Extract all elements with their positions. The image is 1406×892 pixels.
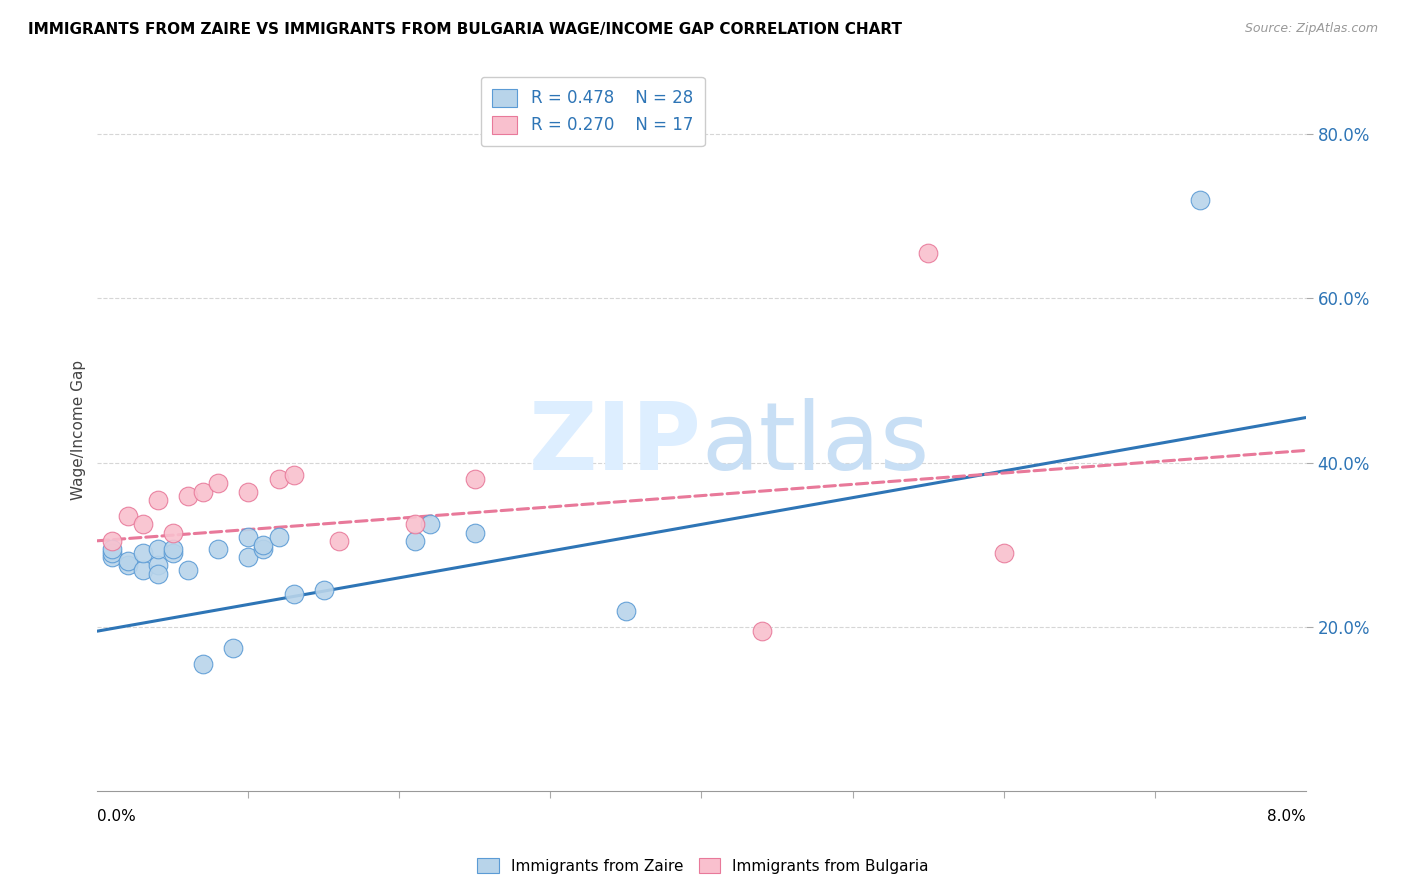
Point [131, 546, 153, 560]
Point [464, 525, 486, 540]
Point [131, 563, 153, 577]
Point [464, 472, 486, 486]
Legend: R = 0.478    N = 28, R = 0.270    N = 17: R = 0.478 N = 28, R = 0.270 N = 17 [481, 77, 704, 146]
Point [751, 624, 773, 639]
Text: 0.0%: 0.0% [97, 809, 136, 824]
Point [312, 583, 335, 598]
Point [238, 550, 260, 565]
Point [252, 541, 274, 556]
Text: ZIP: ZIP [529, 399, 702, 491]
Point [207, 476, 229, 491]
Point [993, 546, 1015, 560]
Point [177, 563, 200, 577]
Point [419, 517, 441, 532]
Point [404, 517, 426, 532]
Point [328, 533, 350, 548]
Point [177, 489, 200, 503]
Point [404, 533, 426, 548]
Text: atlas: atlas [702, 399, 929, 491]
Point [146, 541, 169, 556]
Point [191, 657, 214, 671]
Y-axis label: Wage/Income Gap: Wage/Income Gap [72, 359, 86, 500]
Point [283, 468, 305, 483]
Point [267, 530, 290, 544]
Point [1188, 193, 1211, 207]
Point [222, 640, 245, 655]
Point [101, 533, 124, 548]
Point [162, 525, 184, 540]
Point [117, 558, 139, 573]
Point [238, 530, 260, 544]
Point [207, 541, 229, 556]
Point [146, 492, 169, 507]
Point [238, 484, 260, 499]
Point [131, 517, 153, 532]
Point [283, 587, 305, 601]
Text: Source: ZipAtlas.com: Source: ZipAtlas.com [1244, 22, 1378, 36]
Text: IMMIGRANTS FROM ZAIRE VS IMMIGRANTS FROM BULGARIA WAGE/INCOME GAP CORRELATION CH: IMMIGRANTS FROM ZAIRE VS IMMIGRANTS FROM… [28, 22, 903, 37]
Point [101, 550, 124, 565]
Point [101, 541, 124, 556]
Point [267, 472, 290, 486]
Text: 8.0%: 8.0% [1267, 809, 1306, 824]
Point [146, 566, 169, 581]
Legend: Immigrants from Zaire, Immigrants from Bulgaria: Immigrants from Zaire, Immigrants from B… [471, 852, 935, 880]
Point [614, 604, 637, 618]
Point [101, 546, 124, 560]
Point [117, 509, 139, 524]
Point [252, 538, 274, 552]
Point [162, 541, 184, 556]
Point [117, 554, 139, 568]
Point [191, 484, 214, 499]
Point [146, 558, 169, 573]
Point [917, 246, 939, 260]
Point [162, 546, 184, 560]
